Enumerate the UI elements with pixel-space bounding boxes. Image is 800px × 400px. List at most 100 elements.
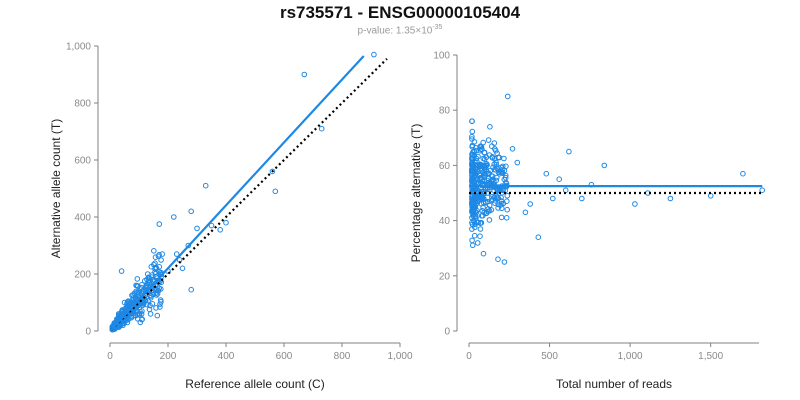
scatter-point	[124, 317, 131, 323]
scatter-point	[759, 187, 766, 193]
scatter-point	[158, 257, 164, 263]
scatter-point	[134, 276, 141, 282]
scatter-point	[522, 209, 529, 216]
scatter-point	[469, 237, 475, 244]
scatter-point	[152, 269, 158, 275]
scatter-point	[477, 220, 484, 226]
x-tick-label: 1,000	[387, 351, 412, 362]
scatter-point	[476, 196, 483, 202]
scatter-point	[156, 252, 162, 258]
scatter-point	[469, 167, 476, 174]
y-tick-label: 20	[439, 271, 451, 282]
scatter-point	[491, 140, 498, 146]
scatter-point	[481, 200, 487, 206]
scatter-point	[483, 161, 490, 167]
scatter-point	[470, 149, 476, 155]
scatter-point	[474, 240, 481, 246]
scatter-point	[481, 149, 488, 156]
scatter-point	[134, 282, 140, 289]
x-axis-title: Total number of reads	[556, 377, 672, 391]
scatter-point	[123, 306, 129, 312]
scatter-point	[503, 163, 509, 170]
scatter-point	[151, 261, 157, 268]
scatter-point	[498, 198, 505, 204]
scatter-point	[740, 170, 746, 177]
y-tick-label: 0	[444, 327, 450, 338]
scatter-point	[514, 159, 521, 166]
scatter-point	[469, 156, 475, 163]
scatter-point	[148, 295, 154, 301]
scatter-point	[153, 290, 159, 296]
scatter-point	[667, 195, 674, 202]
p-value-exponent: -35	[432, 24, 443, 31]
scatter-point	[499, 169, 505, 175]
scatter-point	[154, 312, 161, 319]
scatter-point	[208, 222, 215, 229]
x-tick-label: 500	[541, 351, 558, 362]
fit-line	[110, 55, 365, 331]
y-axis-title: Alternative allele count (T)	[49, 119, 63, 258]
scatter-point	[145, 297, 151, 304]
scatter-point	[707, 193, 714, 199]
scatter-point	[272, 188, 279, 195]
scatter-point	[147, 311, 154, 317]
scatter-point	[486, 217, 493, 223]
y-tick-label: 0	[85, 327, 91, 338]
scatter-point	[118, 268, 125, 274]
scatter-point	[501, 155, 507, 162]
y-tick-label: 400	[74, 213, 91, 224]
p-value-text: p-value: 1.35×10	[357, 25, 433, 37]
x-tick-label: 0	[107, 351, 113, 362]
x-tick-label: 600	[276, 351, 293, 362]
scatter-point	[194, 225, 200, 232]
scatter-point	[477, 172, 483, 179]
scatter-point	[493, 161, 500, 168]
scatter-point	[509, 146, 516, 152]
scatter-point	[492, 167, 499, 173]
scatter-point	[478, 200, 485, 207]
scatter-point	[179, 265, 186, 272]
scatter-point	[469, 144, 476, 150]
y-tick-label: 800	[74, 99, 91, 110]
x-axis-title: Reference allele count (C)	[185, 377, 324, 391]
scatter-point	[494, 194, 501, 200]
scatter-point	[601, 162, 608, 169]
scatter-point	[469, 128, 476, 135]
scatter-point	[301, 71, 308, 78]
scatter-point	[480, 250, 487, 257]
scatter-point	[171, 214, 177, 220]
scatter-point	[632, 201, 638, 207]
scatter-point	[543, 170, 550, 177]
y-axis-title: Percentage alternative (T)	[409, 124, 423, 263]
scatter-point	[502, 172, 509, 179]
scatter-point	[483, 168, 490, 175]
x-tick-label: 200	[160, 351, 177, 362]
scatter-point	[489, 154, 496, 160]
chart-subtitle: p-value: 1.35×10-35	[0, 24, 800, 36]
y-tick-label: 100	[433, 51, 450, 62]
scatter-point	[477, 162, 484, 168]
scatter-point	[480, 155, 487, 162]
scatter-point	[483, 154, 490, 161]
scatter-point	[470, 205, 477, 211]
scatter-point	[318, 125, 325, 132]
scatter-point	[157, 301, 163, 307]
scatter-point	[472, 196, 479, 202]
scatter-point	[579, 195, 585, 202]
scatter-point	[469, 242, 476, 249]
scatter-point	[499, 187, 506, 193]
scatter-point	[469, 214, 475, 221]
scatter-point	[223, 219, 229, 226]
scatter-point	[495, 256, 501, 263]
y-tick-label: 1,000	[66, 42, 91, 53]
scatter-point	[149, 301, 156, 307]
y-tick-label: 40	[439, 216, 451, 227]
scatter-point	[503, 215, 510, 221]
scatter-point	[488, 207, 495, 213]
x-tick-label: 800	[334, 351, 351, 362]
scatter-point	[550, 195, 556, 202]
scatter-point	[173, 251, 180, 257]
scatter-point	[562, 187, 569, 193]
